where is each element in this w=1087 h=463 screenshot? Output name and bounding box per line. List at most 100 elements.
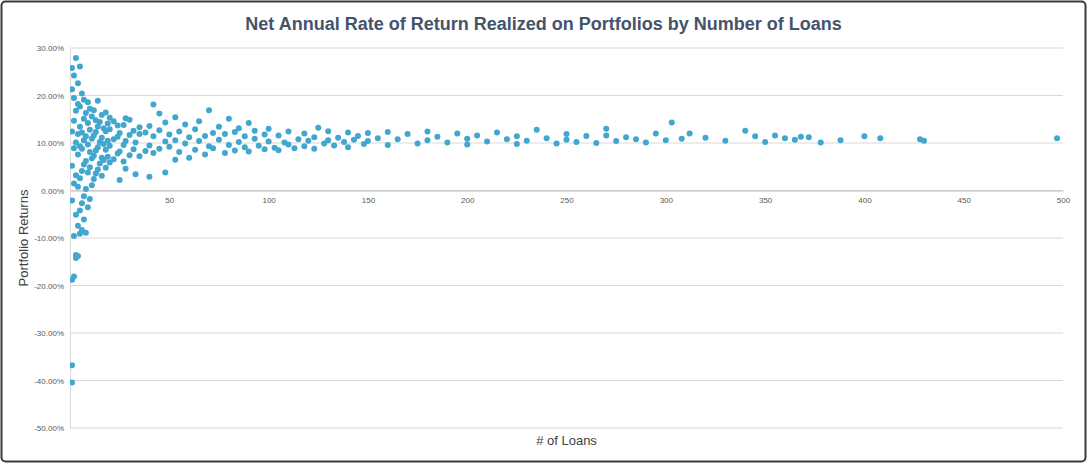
point xyxy=(246,120,252,126)
point xyxy=(99,135,105,141)
point xyxy=(79,91,85,97)
point xyxy=(375,135,381,141)
point xyxy=(71,118,77,124)
point xyxy=(365,138,371,144)
chart-title: Net Annual Rate of Return Realized on Po… xyxy=(245,14,841,34)
x-tick: 200 xyxy=(461,191,475,206)
point xyxy=(385,142,391,148)
x-axis-title: # of Loans xyxy=(536,433,597,448)
point xyxy=(79,146,85,152)
point xyxy=(246,149,252,155)
point xyxy=(206,107,212,113)
point xyxy=(772,132,778,138)
point xyxy=(663,137,669,143)
x-tick-label: 450 xyxy=(958,196,972,205)
point xyxy=(105,138,111,144)
point xyxy=(83,158,89,164)
point xyxy=(87,127,93,133)
point xyxy=(137,131,143,137)
grid-line xyxy=(70,333,1063,334)
point xyxy=(798,134,804,140)
grid-line xyxy=(70,48,1063,49)
point xyxy=(454,131,460,137)
x-tick-label: 250 xyxy=(560,196,574,205)
point xyxy=(95,98,101,104)
point xyxy=(146,174,152,180)
point xyxy=(583,133,589,139)
point xyxy=(474,132,480,138)
point xyxy=(70,362,75,368)
point xyxy=(156,111,162,117)
point xyxy=(133,140,139,146)
point xyxy=(87,196,93,202)
point xyxy=(232,148,238,154)
point xyxy=(494,130,500,136)
point xyxy=(186,134,192,140)
y-tick-label: -10.00% xyxy=(34,234,64,243)
point xyxy=(564,137,570,143)
point xyxy=(554,140,560,146)
y-axis: -50.00%-40.00%-30.00%-20.00%-10.00%0.00%… xyxy=(34,44,70,433)
point xyxy=(262,131,268,137)
point xyxy=(172,114,178,120)
point xyxy=(514,141,520,147)
y-tick-label: -20.00% xyxy=(34,282,64,291)
point xyxy=(150,150,156,156)
point xyxy=(131,146,137,152)
y-axis-line xyxy=(70,49,71,429)
point xyxy=(150,133,156,139)
point xyxy=(91,153,97,159)
point xyxy=(444,140,450,146)
y-tick: -30.00% xyxy=(34,329,70,338)
point xyxy=(818,140,824,146)
point xyxy=(345,144,351,150)
y-axis-title: Portfolio Returns xyxy=(16,189,31,286)
point xyxy=(83,186,89,192)
point xyxy=(70,163,75,169)
point xyxy=(301,131,307,137)
point xyxy=(97,119,103,125)
x-tick-label: 300 xyxy=(660,196,674,205)
point xyxy=(256,143,262,149)
point xyxy=(77,207,83,213)
point xyxy=(210,145,216,151)
point xyxy=(806,134,812,140)
point xyxy=(266,126,272,132)
y-tick: -20.00% xyxy=(34,282,70,291)
point xyxy=(196,118,202,124)
point xyxy=(77,175,83,181)
point xyxy=(73,55,79,61)
point xyxy=(117,177,123,183)
point xyxy=(117,149,123,155)
x-tick: 100 xyxy=(262,191,276,206)
point xyxy=(103,110,109,116)
x-tick: 450 xyxy=(958,191,972,206)
point xyxy=(71,233,77,239)
point xyxy=(311,134,317,140)
point xyxy=(653,131,659,137)
point xyxy=(1054,135,1060,141)
point xyxy=(593,140,599,146)
point xyxy=(115,122,121,128)
point xyxy=(85,141,91,147)
point xyxy=(182,121,188,127)
x-tick-label: 500 xyxy=(1057,196,1071,205)
point xyxy=(573,139,579,145)
x-tick-label: 200 xyxy=(461,196,475,205)
point xyxy=(79,168,85,174)
y-tick: -10.00% xyxy=(34,234,70,243)
point xyxy=(242,133,248,139)
point xyxy=(142,148,148,154)
point xyxy=(85,204,91,210)
point xyxy=(123,166,129,172)
point xyxy=(111,156,117,162)
point xyxy=(331,142,337,148)
point xyxy=(464,141,470,147)
point xyxy=(127,117,133,123)
point xyxy=(83,133,89,139)
point xyxy=(623,134,629,140)
point xyxy=(137,153,143,159)
point xyxy=(325,128,331,134)
point xyxy=(172,157,178,163)
point xyxy=(123,138,129,144)
